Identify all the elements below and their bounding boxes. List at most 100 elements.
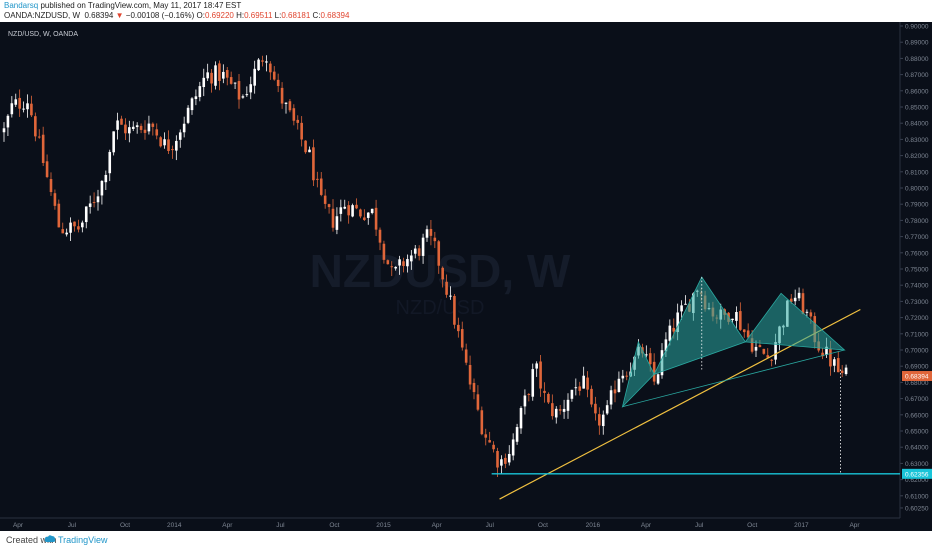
candle-body bbox=[441, 267, 444, 280]
candle bbox=[801, 288, 805, 315]
candle bbox=[335, 207, 339, 235]
candle bbox=[480, 406, 484, 436]
candle-body bbox=[460, 329, 464, 348]
candle-body bbox=[151, 123, 155, 127]
candle-body bbox=[750, 338, 754, 352]
candle bbox=[598, 407, 601, 435]
y-tick-label: 0.73000 bbox=[905, 299, 929, 306]
candle-body bbox=[34, 116, 37, 137]
x-tick-label: Apr bbox=[641, 522, 652, 529]
candle bbox=[171, 145, 174, 159]
last-price: 0.68394 bbox=[84, 11, 114, 20]
candle bbox=[594, 396, 597, 421]
candle-body bbox=[155, 129, 159, 136]
candle-body bbox=[143, 129, 147, 133]
candle-body bbox=[774, 341, 777, 360]
candle bbox=[128, 120, 131, 143]
candle bbox=[198, 81, 202, 102]
candle-body bbox=[237, 81, 241, 100]
y-tick-label: 0.78000 bbox=[905, 218, 929, 225]
candle bbox=[539, 355, 542, 397]
close-label: C: bbox=[312, 11, 321, 20]
candle bbox=[492, 441, 495, 453]
y-tick-label: 0.72000 bbox=[905, 315, 929, 322]
candle-body bbox=[648, 353, 652, 365]
candle-body bbox=[292, 108, 296, 121]
candle-body bbox=[801, 293, 805, 314]
candle-body bbox=[821, 352, 824, 357]
candle bbox=[370, 208, 374, 215]
candle-body bbox=[128, 127, 131, 134]
candle bbox=[515, 423, 519, 445]
candle bbox=[507, 445, 511, 466]
candle-body bbox=[296, 119, 300, 123]
candle bbox=[410, 250, 413, 270]
y-tick-label: 0.75000 bbox=[905, 267, 929, 274]
candle-body bbox=[519, 408, 523, 429]
candle-body bbox=[840, 370, 844, 373]
candle bbox=[449, 286, 452, 300]
candle bbox=[500, 455, 503, 475]
y-tick-label: 0.81000 bbox=[905, 169, 929, 176]
ohlc-info: OANDA:NZDUSD, W 0.68394 ▼ −0.00108 (−0.1… bbox=[4, 11, 349, 21]
candle-body bbox=[96, 196, 100, 203]
candle-body bbox=[276, 79, 280, 87]
candle bbox=[496, 447, 499, 478]
candle bbox=[73, 221, 76, 232]
left-shoulder bbox=[621, 340, 655, 409]
symbol-line: OANDA:NZDUSD, W bbox=[4, 11, 80, 20]
candle bbox=[147, 115, 151, 135]
candle bbox=[460, 321, 464, 351]
candle bbox=[374, 199, 378, 236]
x-tick-label: Oct bbox=[120, 522, 130, 529]
y-tick-label: 0.77000 bbox=[905, 234, 929, 241]
candle-body bbox=[496, 451, 499, 468]
candle-body bbox=[316, 178, 319, 180]
candle bbox=[65, 228, 68, 237]
y-tick-label: 0.84000 bbox=[905, 121, 929, 128]
candle-body bbox=[805, 311, 809, 313]
author-link[interactable]: Bandarsq bbox=[4, 1, 39, 10]
candle-body bbox=[257, 59, 260, 71]
candle bbox=[457, 317, 460, 338]
x-tick-label: Oct bbox=[747, 522, 757, 529]
candle-body bbox=[355, 204, 358, 209]
candle bbox=[386, 259, 390, 265]
candle bbox=[562, 399, 566, 419]
candle-body bbox=[206, 72, 209, 79]
candle bbox=[81, 220, 84, 233]
candle bbox=[120, 115, 123, 125]
candle bbox=[222, 64, 225, 84]
candle-body bbox=[554, 408, 558, 418]
candle-body bbox=[605, 405, 609, 414]
candle-body bbox=[625, 375, 629, 377]
candle-body bbox=[437, 241, 441, 266]
candle bbox=[37, 129, 41, 139]
x-tick-label: Jul bbox=[486, 522, 495, 529]
candle bbox=[613, 380, 617, 403]
candle-body bbox=[6, 115, 10, 128]
candle bbox=[445, 274, 448, 298]
tradingview-brand[interactable]: TradingView bbox=[58, 535, 108, 545]
candle-body bbox=[586, 377, 589, 390]
candle-body bbox=[417, 248, 421, 256]
candle-body bbox=[120, 118, 123, 125]
candle bbox=[464, 343, 468, 366]
candle bbox=[578, 381, 582, 396]
candle bbox=[570, 389, 574, 402]
candle bbox=[511, 433, 515, 461]
candle-body bbox=[762, 348, 766, 354]
candle bbox=[14, 93, 18, 108]
candle-body bbox=[116, 120, 119, 130]
candle bbox=[754, 340, 758, 357]
candle-body bbox=[833, 359, 836, 366]
candle-body bbox=[135, 125, 139, 128]
chart-pane[interactable]: NZDUSD, W NZD/USD NZD/USD, W, OANDA 0.90000… bbox=[0, 22, 932, 531]
candle bbox=[276, 73, 280, 93]
candle bbox=[104, 170, 108, 191]
candle-body bbox=[492, 444, 495, 450]
candle bbox=[34, 112, 37, 142]
candle bbox=[645, 345, 648, 358]
close-value: 0.68394 bbox=[320, 11, 350, 20]
